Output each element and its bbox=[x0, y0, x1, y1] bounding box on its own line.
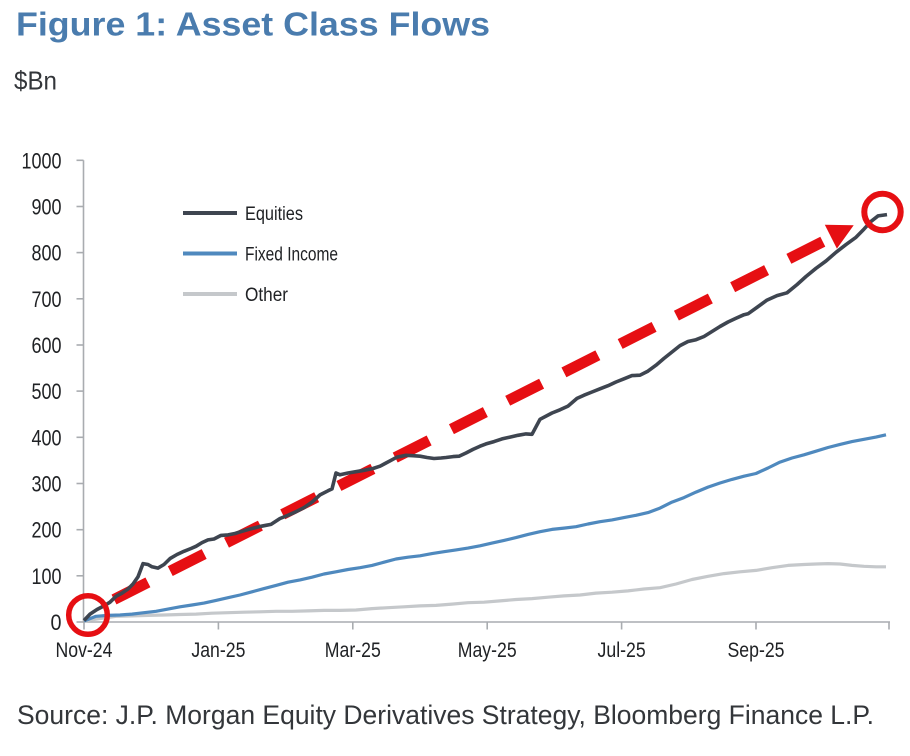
svg-text:300: 300 bbox=[32, 472, 62, 497]
svg-text:Fixed Income: Fixed Income bbox=[245, 244, 338, 265]
svg-text:Sep-25: Sep-25 bbox=[728, 639, 785, 662]
svg-text:Nov-24: Nov-24 bbox=[56, 639, 113, 662]
svg-text:200: 200 bbox=[32, 518, 62, 543]
svg-text:600: 600 bbox=[32, 333, 62, 358]
svg-text:800: 800 bbox=[32, 241, 62, 266]
svg-text:Figure 1: Asset Class Flows: Figure 1: Asset Class Flows bbox=[16, 6, 490, 43]
svg-text:Jul-25: Jul-25 bbox=[598, 639, 646, 662]
svg-text:700: 700 bbox=[32, 287, 62, 312]
svg-text:100: 100 bbox=[32, 564, 62, 589]
svg-text:500: 500 bbox=[32, 379, 62, 404]
svg-text:0: 0 bbox=[51, 610, 62, 635]
svg-text:Equities: Equities bbox=[245, 204, 303, 225]
svg-text:$Bn: $Bn bbox=[14, 66, 57, 96]
svg-text:Other: Other bbox=[245, 285, 289, 306]
svg-text:May-25: May-25 bbox=[458, 639, 517, 662]
svg-text:900: 900 bbox=[32, 195, 62, 220]
svg-text:Source: J.P. Morgan Equity Der: Source: J.P. Morgan Equity Derivatives S… bbox=[17, 700, 874, 730]
svg-text:Jan-25: Jan-25 bbox=[191, 639, 245, 662]
svg-text:400: 400 bbox=[32, 425, 62, 450]
svg-text:1000: 1000 bbox=[22, 148, 62, 173]
svg-text:Mar-25: Mar-25 bbox=[325, 639, 381, 662]
